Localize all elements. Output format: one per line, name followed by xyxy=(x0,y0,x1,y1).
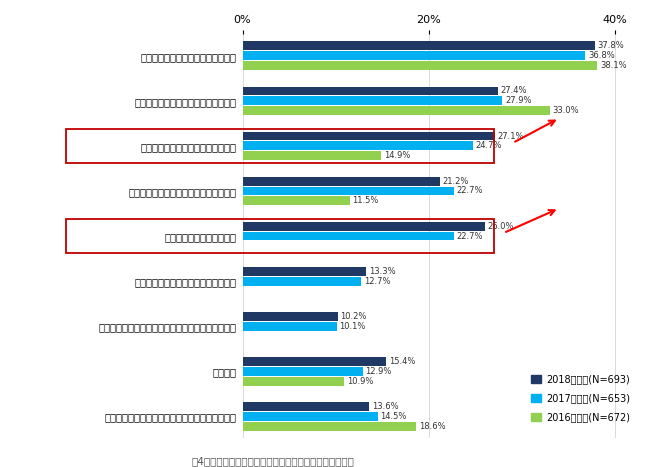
Bar xyxy=(243,197,350,205)
Bar xyxy=(243,357,386,366)
Legend: 2018年調査(N=693), 2017年調査(N=653), 2016年調査(N=672): 2018年調査(N=693), 2017年調査(N=653), 2016年調査(… xyxy=(528,372,633,425)
Bar xyxy=(66,219,494,253)
Text: 10.2%: 10.2% xyxy=(340,311,367,321)
Bar xyxy=(243,312,337,321)
Bar xyxy=(243,322,337,331)
Bar xyxy=(243,222,485,231)
Bar xyxy=(243,412,378,421)
Text: 27.4%: 27.4% xyxy=(500,86,527,95)
Text: 26.0%: 26.0% xyxy=(487,222,514,231)
Bar xyxy=(243,276,361,285)
Text: 22.7%: 22.7% xyxy=(457,232,484,241)
Text: 15.4%: 15.4% xyxy=(389,357,415,366)
Bar xyxy=(243,367,363,375)
Bar xyxy=(243,422,416,431)
Bar xyxy=(243,42,594,50)
Bar xyxy=(243,232,454,241)
Bar xyxy=(66,129,494,163)
Bar xyxy=(243,177,440,185)
Bar xyxy=(243,402,369,411)
Text: 14.9%: 14.9% xyxy=(384,151,411,160)
Bar xyxy=(243,106,550,115)
Text: 27.1%: 27.1% xyxy=(498,132,524,141)
Text: 围4．改正個人情報保護法の内容への関心度（経年比較）: 围4．改正個人情報保護法の内容への関心度（経年比較） xyxy=(191,457,354,467)
Bar xyxy=(243,376,344,386)
Text: 36.8%: 36.8% xyxy=(588,51,615,60)
Text: 24.7%: 24.7% xyxy=(476,142,502,150)
Bar xyxy=(243,61,598,70)
Text: 13.6%: 13.6% xyxy=(372,402,398,411)
Bar xyxy=(243,86,498,95)
Text: 12.7%: 12.7% xyxy=(363,276,390,285)
Bar xyxy=(243,142,472,150)
Text: 18.6%: 18.6% xyxy=(419,422,445,431)
Bar xyxy=(243,51,585,60)
Bar xyxy=(243,151,382,160)
Bar xyxy=(243,96,502,106)
Text: 27.9%: 27.9% xyxy=(506,96,532,106)
Text: 12.9%: 12.9% xyxy=(365,367,392,375)
Bar xyxy=(243,267,367,276)
Text: 38.1%: 38.1% xyxy=(600,61,627,70)
Text: 10.9%: 10.9% xyxy=(347,376,373,386)
Text: 21.2%: 21.2% xyxy=(443,177,469,185)
Text: 13.3%: 13.3% xyxy=(369,267,396,276)
Text: 14.5%: 14.5% xyxy=(380,412,407,421)
Text: 33.0%: 33.0% xyxy=(553,106,580,115)
Bar xyxy=(243,132,495,141)
Text: 37.8%: 37.8% xyxy=(598,42,624,50)
Text: 10.1%: 10.1% xyxy=(339,322,366,331)
Text: 22.7%: 22.7% xyxy=(457,186,484,196)
Text: 11.5%: 11.5% xyxy=(352,197,379,205)
Bar xyxy=(243,186,454,195)
